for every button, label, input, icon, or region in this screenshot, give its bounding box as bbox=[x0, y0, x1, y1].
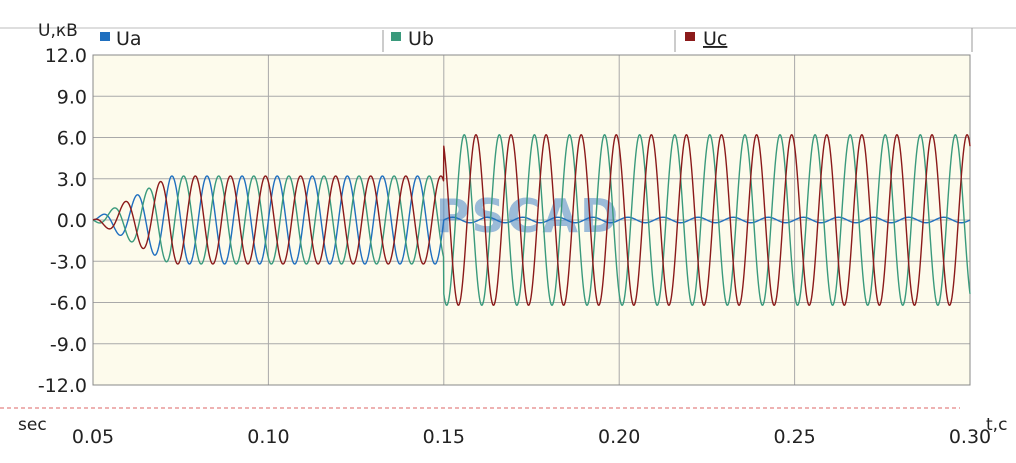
y-tick-label: -6.0 bbox=[50, 293, 87, 315]
y-tick-label: -9.0 bbox=[50, 334, 87, 356]
y-tick-label: -12.0 bbox=[38, 375, 87, 397]
x-tick-labels: 0.05 0.10 0.15 0.20 0.25 0.30 bbox=[72, 426, 991, 448]
y-tick-label: 9.0 bbox=[57, 86, 87, 108]
legend-swatch-ua bbox=[100, 32, 110, 41]
x-tick-label: 0.20 bbox=[598, 426, 640, 448]
legend-swatch-ub bbox=[391, 32, 401, 41]
legend-label-uc[interactable]: Uc bbox=[703, 28, 727, 50]
y-tick-label: 6.0 bbox=[57, 128, 87, 150]
x-tick-label: 0.15 bbox=[423, 426, 465, 448]
series-line-uc bbox=[92, 134, 971, 306]
y-tick-label: 0.0 bbox=[57, 210, 87, 232]
y-tick-label: 12.0 bbox=[45, 45, 87, 67]
y-tick-label: -3.0 bbox=[50, 251, 87, 273]
legend-label-ua[interactable]: Ua bbox=[116, 28, 142, 50]
x-tick-label: 0.10 bbox=[247, 426, 289, 448]
legend-swatch-uc bbox=[685, 32, 695, 41]
x-axis-label: t,c bbox=[986, 415, 1007, 435]
y-tick-label: 3.0 bbox=[57, 169, 87, 191]
x-tick-label: 0.25 bbox=[773, 426, 815, 448]
series-line-ub bbox=[92, 134, 971, 306]
legend-label-ub[interactable]: Ub bbox=[408, 28, 434, 50]
pscad-watermark: PSCAD bbox=[436, 189, 620, 243]
legend: Ua Ub Uc bbox=[0, 27, 1016, 52]
watermark: PSCAD bbox=[436, 189, 620, 243]
x-tick-label: 0.05 bbox=[72, 426, 114, 448]
y-tick-labels: 12.0 9.0 6.0 3.0 0.0 -3.0 -6.0 -9.0 -12.0 bbox=[38, 45, 87, 397]
y-axis-label: U,кВ bbox=[38, 21, 78, 41]
x-prefix-label: sec bbox=[18, 415, 47, 435]
series-layer bbox=[92, 134, 971, 306]
x-tick-label: 0.30 bbox=[949, 426, 991, 448]
